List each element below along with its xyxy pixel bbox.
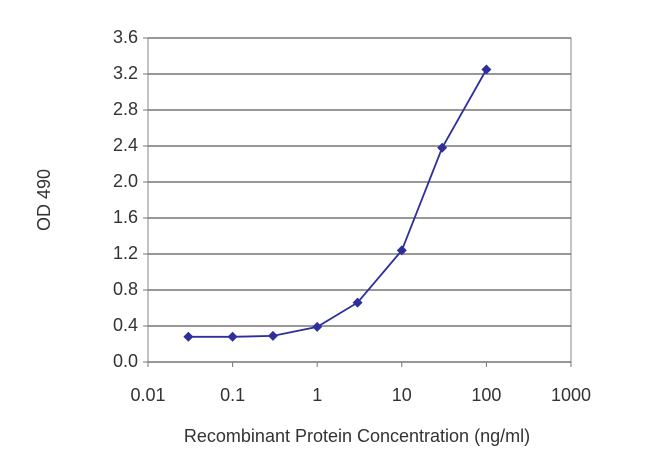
data-point — [183, 331, 194, 342]
y-tick-label: 3.2 — [113, 63, 138, 83]
x-tick-label: 1 — [312, 385, 322, 405]
y-tick-label: 0.8 — [113, 279, 138, 299]
y-tick-label: 2.4 — [113, 135, 138, 155]
data-line — [188, 69, 488, 338]
data-point — [267, 330, 278, 341]
data-point — [437, 142, 448, 153]
x-axis-label: Recombinant Protein Concentration (ng/ml… — [184, 426, 530, 446]
y-axis-label: OD 490 — [34, 169, 54, 231]
y-tick-label: 0.4 — [113, 315, 138, 335]
data-point — [227, 331, 238, 342]
data-point — [396, 245, 407, 256]
data-point — [481, 64, 492, 75]
x-tick-label: 0.01 — [130, 385, 165, 405]
data-point — [352, 297, 363, 308]
y-tick-label: 1.6 — [113, 207, 138, 227]
y-tick-label: 2.8 — [113, 99, 138, 119]
x-tick-label: 1000 — [551, 385, 591, 405]
plot-area — [147, 37, 572, 363]
x-tick-label: 100 — [471, 385, 501, 405]
y-tick-label: 2.0 — [113, 171, 138, 191]
y-tick-label: 3.6 — [113, 27, 138, 47]
x-tick-label: 10 — [392, 385, 412, 405]
x-tick-label: 0.1 — [220, 385, 245, 405]
data-point — [312, 321, 323, 332]
y-tick-label: 1.2 — [113, 243, 138, 263]
y-tick-label: 0.0 — [113, 351, 138, 371]
